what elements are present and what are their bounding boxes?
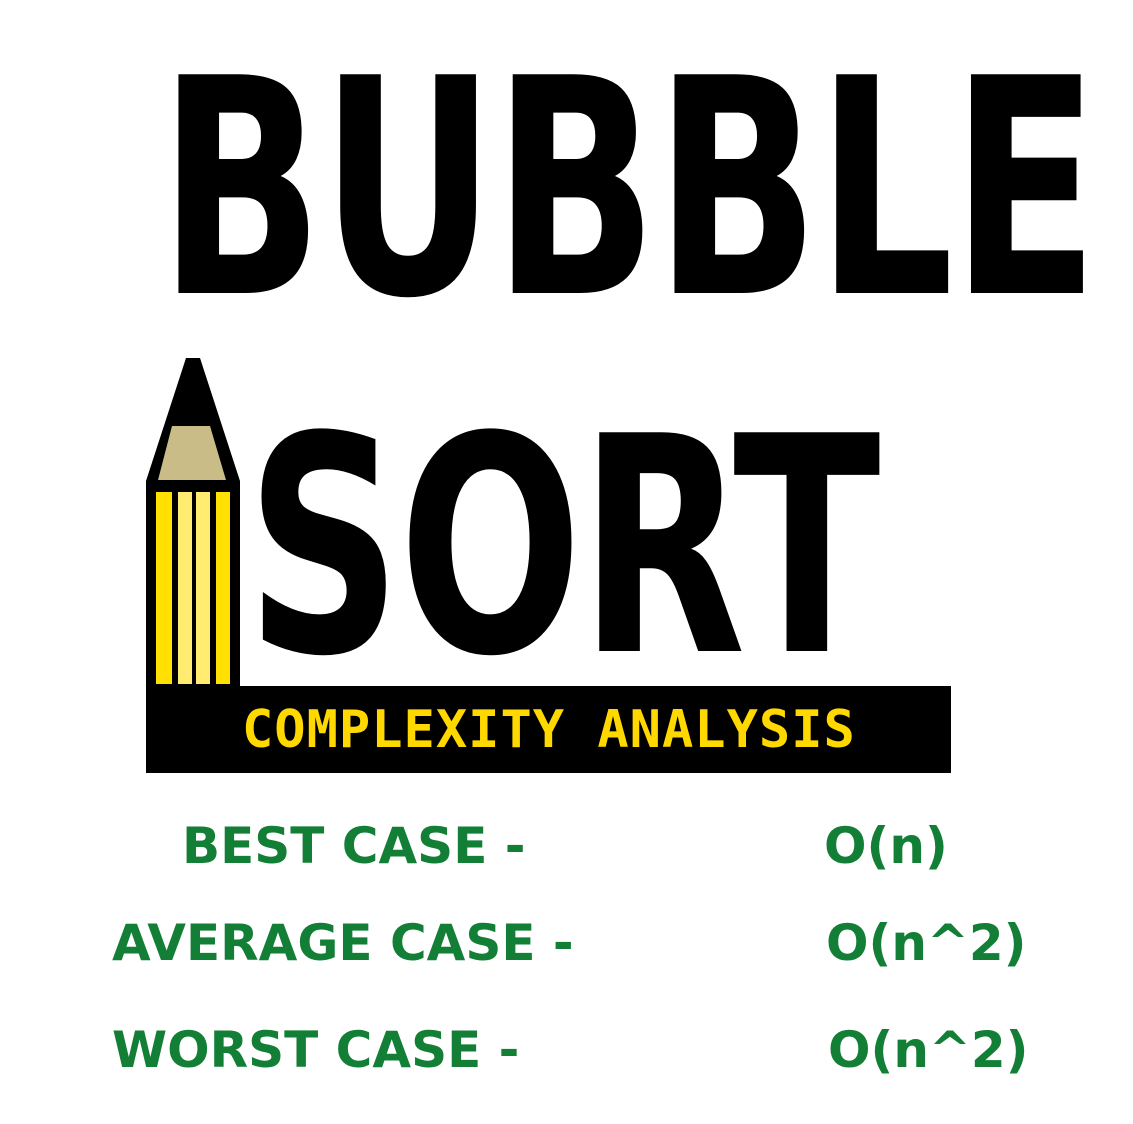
- title-sort: SORT: [246, 373, 881, 722]
- best-case-value: O(n): [824, 817, 948, 875]
- complexity-banner: [146, 686, 951, 773]
- average-case-label: AVERAGE CASE -: [112, 914, 574, 972]
- banner-label: COMPLEXITY ANALYSIS: [242, 700, 856, 760]
- pencil-icon: [146, 358, 240, 688]
- title-bubble: BUBBLE: [158, 15, 1099, 364]
- best-case-label: BEST CASE -: [182, 817, 526, 875]
- worst-case-value: O(n^2): [828, 1021, 1029, 1079]
- average-case-value: O(n^2): [826, 914, 1027, 972]
- worst-case-label: WORST CASE -: [112, 1021, 520, 1079]
